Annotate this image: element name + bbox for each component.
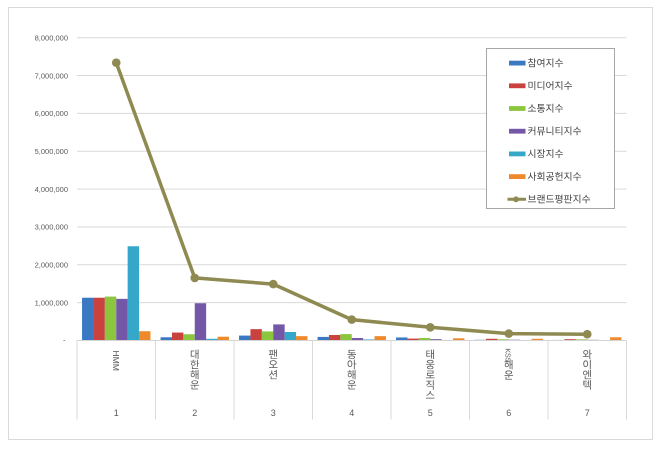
svg-text:6: 6: [506, 408, 511, 418]
svg-text:1,000,000: 1,000,000: [35, 298, 68, 307]
svg-text:2: 2: [192, 408, 197, 418]
svg-text:4,000,000: 4,000,000: [35, 185, 68, 194]
svg-text:KSS: KSS: [503, 348, 512, 362]
svg-text:1: 1: [114, 408, 119, 418]
svg-text:5: 5: [428, 408, 433, 418]
svg-text:3,000,000: 3,000,000: [35, 223, 68, 232]
svg-text:HMM: HMM: [111, 350, 121, 371]
svg-text:7,000,000: 7,000,000: [35, 71, 68, 80]
svg-text:8,000,000: 8,000,000: [35, 33, 68, 42]
svg-text:2,000,000: 2,000,000: [35, 261, 68, 270]
svg-text:5,000,000: 5,000,000: [35, 147, 68, 156]
svg-text:3: 3: [271, 408, 276, 418]
svg-text:6,000,000: 6,000,000: [35, 109, 68, 118]
svg-text:7: 7: [585, 408, 590, 418]
svg-text:4: 4: [349, 408, 354, 418]
